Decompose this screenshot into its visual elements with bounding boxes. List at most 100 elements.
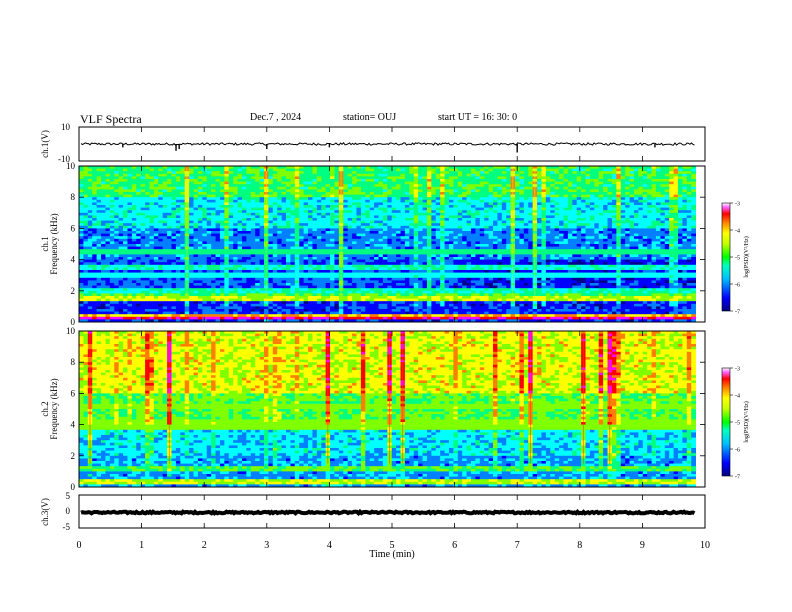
- spectrogram-cell: [404, 168, 410, 172]
- spectrogram-cell: [629, 210, 635, 214]
- spectrogram-cell: [563, 179, 569, 182]
- spectrogram-cell: [387, 244, 393, 247]
- spectrogram-cell: [312, 246, 318, 250]
- spectrogram-cell: [387, 241, 393, 245]
- spectrogram-cell: [422, 194, 428, 198]
- spectrogram-cell: [559, 231, 564, 234]
- spectrogram-cell: [581, 246, 586, 250]
- spectrogram-cell: [475, 192, 481, 195]
- spectrogram-cell: [413, 223, 419, 227]
- spectrogram-cell: [567, 202, 573, 206]
- spectrogram-cell: [356, 210, 362, 214]
- spectrogram-cell: [426, 241, 432, 245]
- spectrogram-cell: [312, 207, 318, 211]
- spectrogram-cell: [127, 192, 133, 195]
- spectrogram-cell: [400, 236, 406, 240]
- spectrogram-cell: [660, 186, 666, 190]
- spectrogram-cell: [418, 181, 423, 185]
- spectrogram-cell: [241, 225, 247, 229]
- spectrogram-cell: [607, 207, 613, 211]
- spectrogram-cell: [114, 257, 120, 260]
- spectrogram-cell: [224, 205, 230, 208]
- spectrogram-cell: [105, 244, 111, 247]
- spectrogram-cell: [149, 176, 155, 180]
- spectrogram-cell: [594, 199, 600, 203]
- spectrogram-cell: [303, 228, 309, 232]
- spectrogram-cell: [633, 192, 639, 195]
- spectrogram-cell: [303, 205, 309, 208]
- spectrogram-cell: [206, 199, 212, 203]
- spectrogram-cell: [206, 244, 212, 247]
- spectrogram-cell: [167, 179, 172, 182]
- spectrogram-cell: [647, 166, 652, 169]
- spectrogram-cell: [290, 228, 296, 232]
- spectrogram-cell: [87, 176, 93, 180]
- spectrogram-cell: [321, 254, 327, 258]
- spectrogram-cell: [501, 202, 507, 206]
- spectrogram-cell: [537, 168, 542, 172]
- spectrogram-cell: [444, 207, 450, 211]
- spectrogram-cell: [158, 186, 164, 190]
- spectrogram-cell: [585, 176, 591, 180]
- spectrogram-cell: [515, 181, 520, 185]
- spectrogram-cell: [497, 210, 503, 214]
- spectrogram-cell: [497, 238, 503, 242]
- spectrogram-cell: [576, 215, 582, 219]
- spectrogram-cell: [237, 202, 243, 206]
- spectrogram-cell: [87, 231, 93, 234]
- spectrogram-cell: [550, 225, 556, 229]
- spectrogram-cell: [193, 181, 199, 185]
- spectrogram-cell: [109, 212, 115, 216]
- spectrogram-cell: [365, 238, 371, 242]
- spectrogram-cell: [118, 186, 124, 190]
- spectrogram-cell: [330, 215, 335, 219]
- spectrogram-cell: [162, 257, 168, 260]
- spectrogram-cell: [259, 223, 265, 227]
- spectrogram-cell: [149, 244, 155, 247]
- spectrogram-cell: [369, 212, 375, 216]
- spectrogram-cell: [175, 199, 181, 203]
- spectrogram-cell: [479, 173, 485, 177]
- spectrogram-cell: [228, 254, 234, 258]
- spectrogram-cell: [581, 223, 586, 227]
- spectrogram-cell: [96, 192, 102, 195]
- spectrogram-cell: [206, 181, 212, 185]
- spectrogram-cell: [193, 166, 199, 169]
- spectrogram-cell: [598, 220, 604, 224]
- spectrogram-cell: [387, 249, 393, 253]
- spectrogram-cell: [299, 166, 305, 169]
- spectrogram-cell: [418, 231, 423, 234]
- spectrogram-cell: [294, 220, 300, 224]
- spectrogram-cell: [638, 173, 644, 177]
- spectrogram-cell: [145, 168, 150, 172]
- spectrogram-cell: [682, 212, 688, 216]
- spectrogram-cell: [250, 225, 256, 229]
- spectrogram-cell: [206, 249, 212, 253]
- spectrogram-cell: [686, 168, 692, 172]
- spectrogram-cell: [246, 251, 252, 255]
- spectrogram-cell: [131, 254, 137, 258]
- spectrogram-cell: [277, 228, 282, 232]
- spectrogram-cell: [677, 212, 683, 216]
- spectrogram-cell: [356, 176, 362, 180]
- spectrogram-cell: [396, 181, 401, 185]
- spectrogram-cell: [686, 205, 692, 208]
- spectrogram-cell: [506, 233, 512, 237]
- spectrogram-cell: [96, 210, 102, 214]
- spectrogram-cell: [633, 210, 639, 214]
- spectrogram-cell: [294, 168, 300, 172]
- spectrogram-cell: [545, 218, 551, 221]
- spectrogram-cell: [497, 254, 503, 258]
- spectrogram-cell: [308, 202, 313, 206]
- spectrogram-cell: [101, 197, 106, 201]
- spectrogram-cell: [620, 236, 626, 240]
- spectrogram-cell: [352, 168, 357, 172]
- spectrogram-cell: [255, 233, 260, 237]
- spectrogram-cell: [611, 173, 617, 177]
- spectrogram-cell: [369, 233, 375, 237]
- spectrogram-cell: [686, 197, 692, 201]
- spectrogram-cell: [545, 199, 551, 203]
- spectrogram-cell: [396, 192, 401, 195]
- spectrogram-cell: [686, 254, 692, 258]
- spectrogram-cell: [171, 249, 177, 253]
